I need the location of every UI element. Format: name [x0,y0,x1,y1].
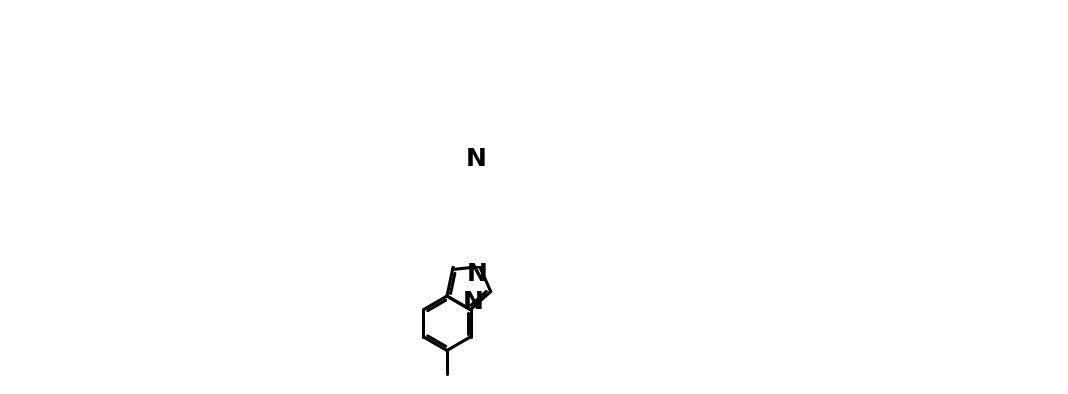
Text: N: N [466,147,487,171]
Text: N: N [462,290,483,314]
Text: N: N [467,262,488,286]
